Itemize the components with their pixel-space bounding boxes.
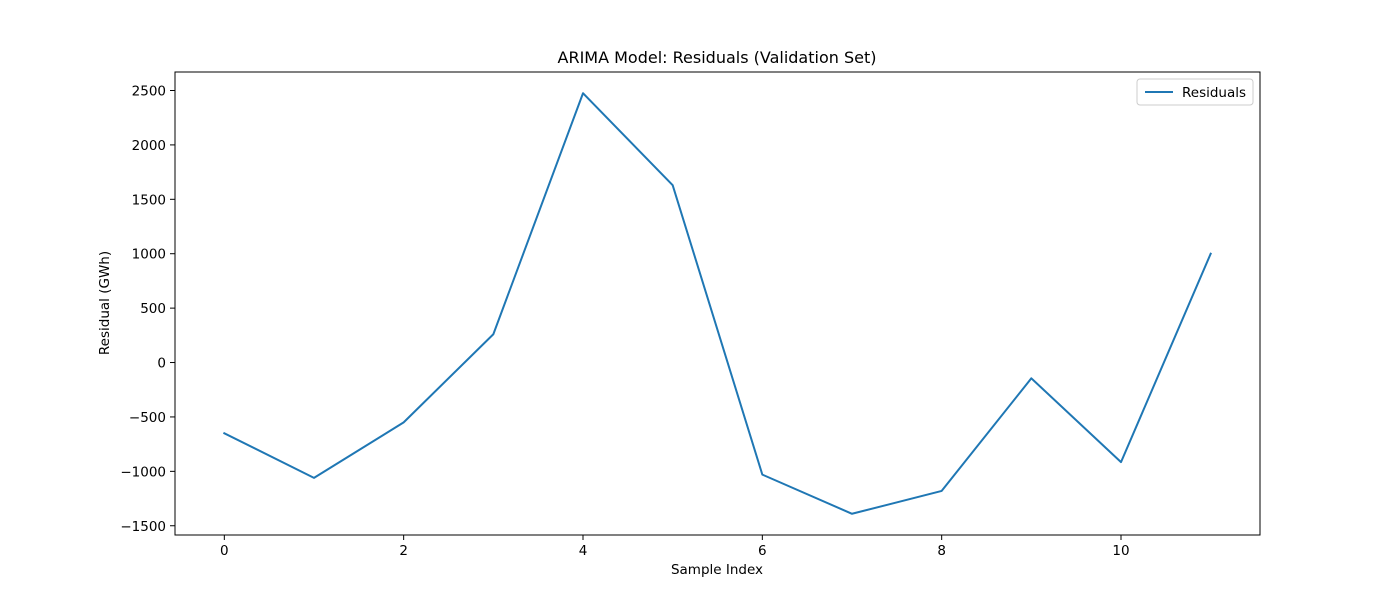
data-point: [1210, 253, 1212, 255]
data-point: [941, 490, 943, 492]
x-tick-label: 6: [758, 543, 767, 559]
data-point: [761, 474, 763, 476]
data-point: [672, 184, 674, 186]
legend-box: [1136, 78, 1254, 106]
data-point: [313, 477, 315, 479]
y-tick-label: 1500: [132, 192, 166, 208]
y-tick-label: −500: [129, 410, 166, 426]
data-point: [403, 421, 405, 423]
x-tick-label: 2: [399, 543, 408, 559]
y-tick-label: 2000: [132, 138, 166, 154]
legend-label: Residuals: [1182, 85, 1246, 101]
data-point: [582, 92, 584, 94]
axes-frame: [174, 71, 1261, 536]
y-tick-label: −1000: [120, 464, 166, 480]
y-tick-label: 2500: [132, 83, 166, 99]
y-tick-label: 500: [140, 301, 166, 317]
y-tick-label: 0: [157, 356, 166, 372]
series-line-residuals: [222, 92, 1212, 515]
data-point: [492, 333, 494, 335]
data-point: [1030, 377, 1032, 379]
x-tick-label: 10: [1112, 543, 1129, 559]
x-tick-label: 0: [220, 543, 229, 559]
x-tick-label: 4: [579, 543, 588, 559]
legend: Residuals: [1136, 78, 1254, 106]
x-tick-label: 8: [937, 543, 946, 559]
data-point: [1120, 461, 1122, 463]
data-point: [851, 513, 853, 515]
plot-area: 0 2 4 6 8 10 −1500 −1000 −500 0 500 1000 1500 2000 250…: [120, 71, 1261, 559]
data-point: [223, 432, 225, 434]
y-axis-label: Residual (GWh): [97, 251, 113, 355]
chart-title: ARIMA Model: Residuals (Validation Set): [558, 48, 877, 67]
y-tick-label: −1500: [120, 519, 166, 535]
x-axis-label: Sample Index: [671, 562, 763, 578]
y-tick-label: 1000: [132, 247, 166, 263]
